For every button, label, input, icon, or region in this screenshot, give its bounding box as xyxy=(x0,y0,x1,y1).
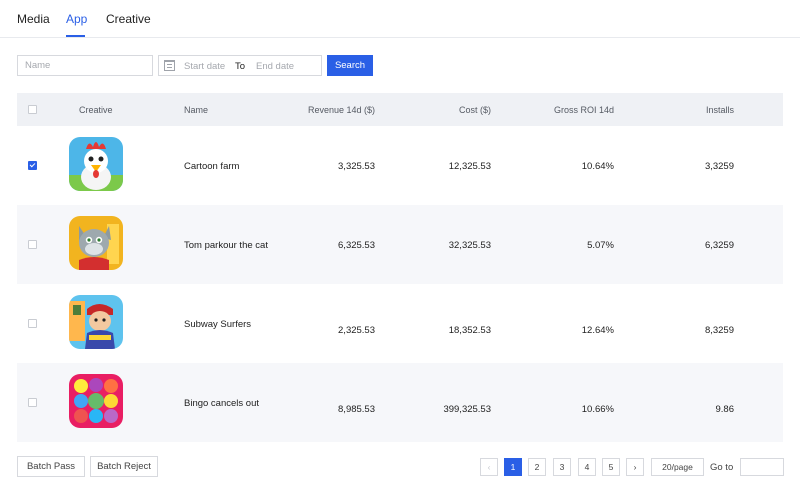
table-header: Creative Name Revenue 14d ($) Cost ($) G… xyxy=(17,93,783,126)
tab-app[interactable]: App xyxy=(66,12,88,26)
cost-cell: 12,325.53 xyxy=(448,161,491,172)
roi-cell: 10.64% xyxy=(581,161,614,172)
candy-match-app-icon xyxy=(69,374,123,428)
chevron-left-icon: ‹ xyxy=(487,462,491,472)
roi-cell: 12.64% xyxy=(581,325,614,336)
tab-bar: Media App Creative xyxy=(0,0,800,38)
table-row[interactable]: Cartoon farm 3,325.53 12,325.53 10.64% 3… xyxy=(17,126,783,205)
installs-cell: 6,3259 xyxy=(704,240,734,251)
page-button-4[interactable]: 4 xyxy=(578,458,596,476)
installs-cell: 9.86 xyxy=(715,404,735,415)
revenue-cell: 8,985.53 xyxy=(338,404,375,415)
installs-cell: 8,3259 xyxy=(704,325,734,336)
roi-cell: 5.07% xyxy=(587,240,614,251)
batch-pass-button[interactable]: Batch Pass xyxy=(17,456,85,477)
column-header-gross-roi: Gross ROI 14d xyxy=(553,105,614,115)
calendar-icon xyxy=(164,60,175,71)
page-button-3[interactable]: 3 xyxy=(553,458,571,476)
column-header-creative: Creative xyxy=(79,105,113,115)
page-button-2[interactable]: 2 xyxy=(528,458,546,476)
tab-media[interactable]: Media xyxy=(17,12,50,26)
rooster-app-icon xyxy=(69,137,123,191)
cat-app-icon xyxy=(69,216,123,270)
roi-cell: 10.66% xyxy=(581,404,614,415)
active-tab-indicator xyxy=(66,35,85,37)
table-row[interactable]: Bingo cancels out 8,985.53 399,325.53 10… xyxy=(17,363,783,442)
revenue-cell: 6,325.53 xyxy=(338,240,375,251)
chevron-right-icon: › xyxy=(633,462,637,472)
cost-cell: 32,325.53 xyxy=(448,240,491,251)
row-checkbox[interactable] xyxy=(28,240,37,249)
goto-page-input[interactable] xyxy=(740,458,784,476)
app-name: Bingo cancels out xyxy=(184,398,259,409)
row-checkbox[interactable] xyxy=(28,319,37,328)
name-search-input[interactable] xyxy=(17,55,153,76)
column-header-cost: Cost ($) xyxy=(458,105,491,115)
app-name: Subway Surfers xyxy=(184,319,252,330)
tab-creative[interactable]: Creative xyxy=(106,12,151,26)
revenue-cell: 3,325.53 xyxy=(338,161,375,172)
column-header-revenue: Revenue 14d ($) xyxy=(307,105,375,115)
page-size-select[interactable]: 20/page xyxy=(651,458,704,476)
date-range-picker[interactable]: Start date To End date xyxy=(158,55,322,76)
page-button-5[interactable]: 5 xyxy=(602,458,620,476)
row-checkbox[interactable] xyxy=(28,161,37,170)
table-row[interactable]: Subway Surfers 2,325.53 18,352.53 12.64%… xyxy=(17,284,783,363)
page-button-1[interactable]: 1 xyxy=(504,458,522,476)
cost-cell: 399,325.53 xyxy=(443,404,491,415)
row-checkbox[interactable] xyxy=(28,398,37,407)
prev-page-button[interactable]: ‹ xyxy=(480,458,498,476)
app-name: Tom parkour the cat xyxy=(184,240,268,251)
column-header-installs: Installs xyxy=(705,105,734,115)
batch-reject-button[interactable]: Batch Reject xyxy=(90,456,158,477)
search-button[interactable]: Search xyxy=(327,55,373,76)
select-all-checkbox[interactable] xyxy=(28,105,37,114)
next-page-button[interactable]: › xyxy=(626,458,644,476)
installs-cell: 3,3259 xyxy=(704,161,734,172)
goto-label: Go to xyxy=(710,462,734,473)
subway-surfer-app-icon xyxy=(69,295,123,349)
revenue-cell: 2,325.53 xyxy=(338,325,375,336)
app-table: Creative Name Revenue 14d ($) Cost ($) G… xyxy=(17,93,783,442)
table-row[interactable]: Tom parkour the cat 6,325.53 32,325.53 5… xyxy=(17,205,783,284)
date-range-separator: To xyxy=(235,61,246,72)
end-date-field[interactable]: End date xyxy=(256,61,295,72)
cost-cell: 18,352.53 xyxy=(448,325,491,336)
app-name: Cartoon farm xyxy=(184,161,240,172)
start-date-field[interactable]: Start date xyxy=(184,61,226,72)
column-header-name: Name xyxy=(184,105,209,115)
